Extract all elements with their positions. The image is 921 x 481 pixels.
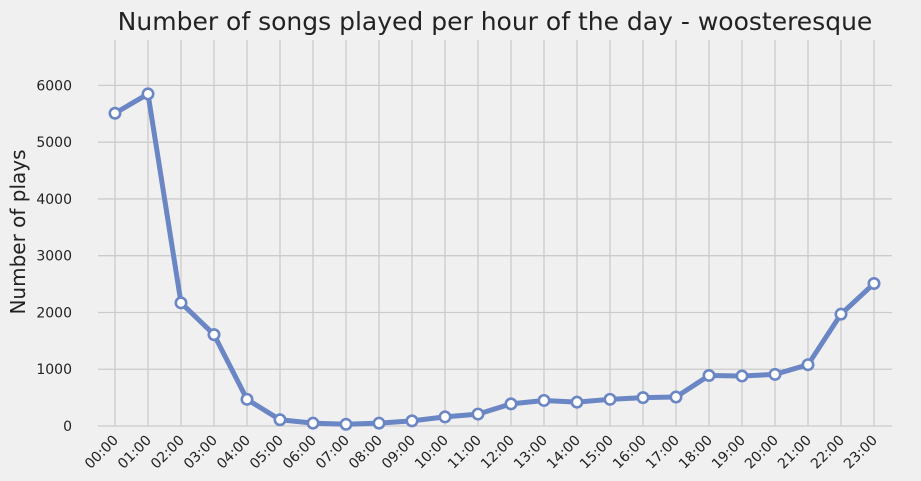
data-point <box>141 87 155 101</box>
x-tick-label: 22:00 <box>808 433 848 473</box>
x-tick-label: 23:00 <box>841 433 881 473</box>
x-tick-label: 15:00 <box>577 433 617 473</box>
y-tick-label: 4000 <box>36 192 72 208</box>
x-tick-label: 12:00 <box>478 433 518 473</box>
x-tick-label: 00:00 <box>82 433 122 473</box>
x-tick-label: 14:00 <box>544 433 584 473</box>
data-point <box>174 296 188 310</box>
y-tick-label: 2000 <box>36 305 72 321</box>
x-tick-label: 05:00 <box>247 433 287 473</box>
x-tick-label: 01:00 <box>115 433 155 473</box>
x-tick-label: 10:00 <box>412 433 452 473</box>
y-tick-label: 0 <box>63 419 72 435</box>
data-point <box>273 413 287 427</box>
x-tick-label: 16:00 <box>610 433 650 473</box>
x-tick-label: 13:00 <box>511 433 551 473</box>
grid-layer <box>98 40 892 427</box>
data-point <box>702 368 716 382</box>
data-point <box>504 397 518 411</box>
x-tick-label: 17:00 <box>643 433 683 473</box>
data-point <box>306 416 320 430</box>
x-tick-label: 19:00 <box>709 433 749 473</box>
data-point <box>405 414 419 428</box>
data-point <box>603 392 617 406</box>
x-tick-label: 03:00 <box>181 433 221 473</box>
x-tick-label: 11:00 <box>445 433 485 473</box>
chart-title: Number of songs played per hour of the d… <box>118 7 873 36</box>
data-point <box>438 410 452 424</box>
y-tick-label: 3000 <box>36 249 72 265</box>
data-point <box>801 358 815 372</box>
x-tick-label: 06:00 <box>280 433 320 473</box>
series-layer <box>108 87 881 431</box>
x-tick-label: 07:00 <box>313 433 353 473</box>
y-tick-label: 5000 <box>36 135 72 151</box>
data-point <box>108 106 122 120</box>
series-line <box>112 91 877 427</box>
data-point <box>570 395 584 409</box>
x-tick-label: 21:00 <box>775 433 815 473</box>
x-tick-label: 09:00 <box>379 433 419 473</box>
y-axis-label: Number of plays <box>6 149 30 314</box>
y-tick-label: 1000 <box>36 362 72 378</box>
y-tick-label: 6000 <box>36 78 72 94</box>
data-point <box>240 392 254 406</box>
data-point <box>471 407 485 421</box>
x-tick-label: 20:00 <box>742 433 782 473</box>
data-point <box>867 277 881 291</box>
x-tick-label: 02:00 <box>148 433 188 473</box>
data-point <box>834 307 848 321</box>
data-point <box>372 416 386 430</box>
data-point <box>339 417 353 431</box>
x-tick-label: 04:00 <box>214 433 254 473</box>
data-point <box>207 328 221 342</box>
data-point <box>537 393 551 407</box>
data-point <box>768 367 782 381</box>
x-tick-label: 18:00 <box>676 433 716 473</box>
data-point <box>669 390 683 404</box>
data-point <box>636 391 650 405</box>
x-tick-label: 08:00 <box>346 433 386 473</box>
data-point <box>735 369 749 383</box>
